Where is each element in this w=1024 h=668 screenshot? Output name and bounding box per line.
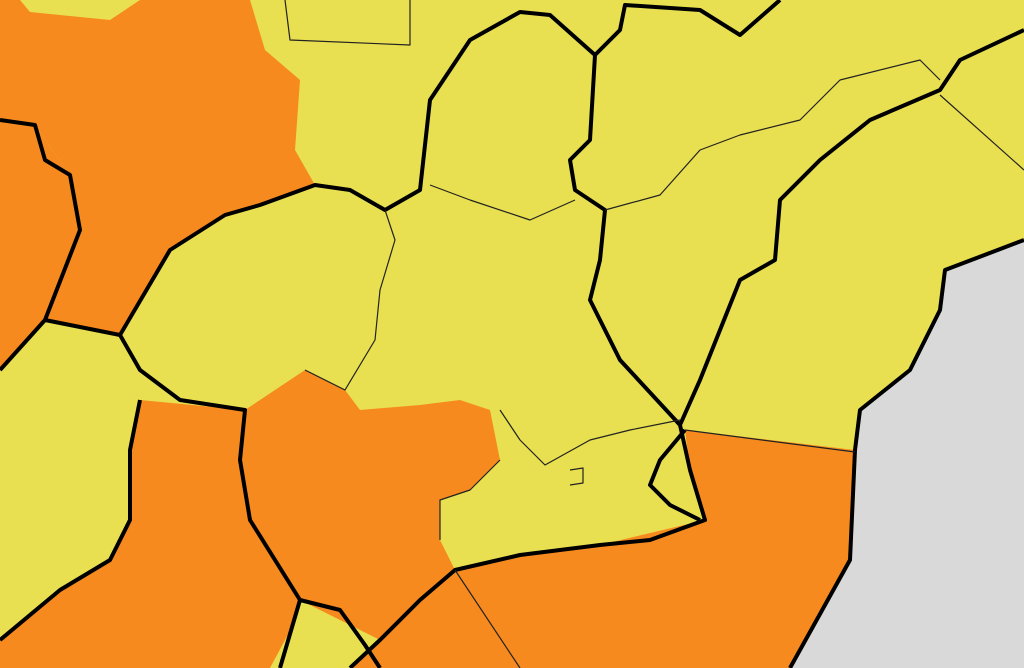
orange-zone-southeast-coast[interactable] — [350, 430, 855, 668]
sea — [790, 240, 1024, 668]
orange-zone-northwest[interactable] — [0, 0, 315, 335]
orange-zone-southwest[interactable] — [0, 400, 300, 668]
orange-zone-west[interactable] — [0, 120, 80, 370]
district-borders — [284, 0, 1024, 668]
orange-zone-south-central[interactable] — [240, 370, 500, 640]
